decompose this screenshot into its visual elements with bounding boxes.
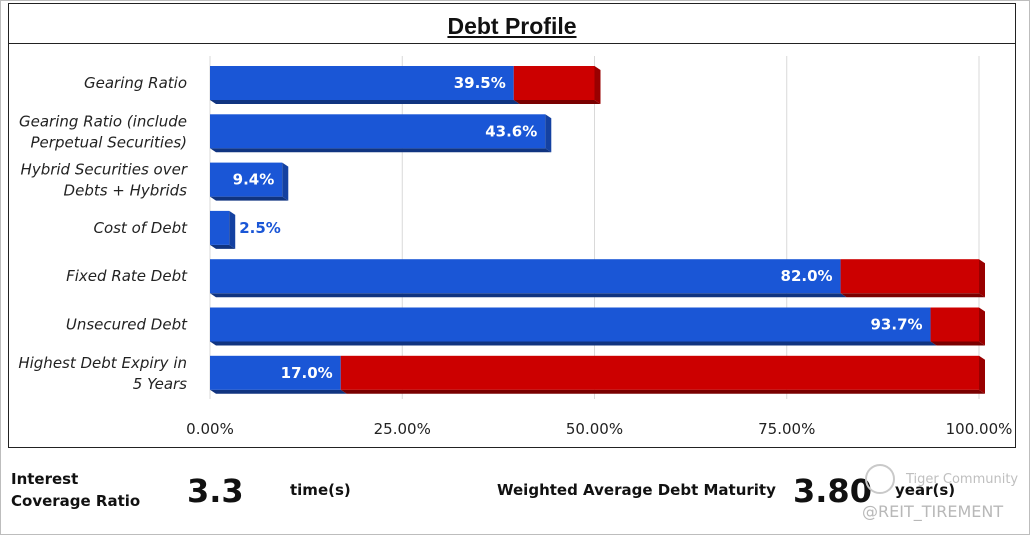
bar-depth-bottom — [210, 341, 937, 346]
data-label: 93.7% — [871, 316, 923, 334]
chart-area: 0.00% 25.00% 50.00% 75.00% 100.00% 39.5% Geari… — [8, 43, 1016, 448]
category-label: Gearing Ratio — [84, 74, 187, 92]
bar-depth-side — [979, 355, 985, 394]
chart-title: Debt Profile — [447, 13, 577, 39]
watermark-handle: @REIT_TIREMENT — [862, 502, 1004, 521]
bar-depth-side — [979, 307, 985, 346]
x-tick-label: 50.00% — [566, 420, 623, 438]
icr-label: Interest Coverage Ratio — [11, 468, 140, 512]
data-label: 9.4% — [233, 171, 275, 189]
title-box: Debt Profile — [8, 3, 1016, 44]
debt-profile-chart: 0.00% 25.00% 50.00% 75.00% 100.00% 39.5% Geari… — [18, 56, 1013, 438]
bar-depth-side — [282, 162, 289, 201]
x-tick-label: 25.00% — [374, 420, 431, 438]
bar-segment — [210, 210, 230, 245]
wadm-label: Weighted Average Debt Maturity — [497, 481, 776, 499]
icr-value: 3.3 — [187, 472, 244, 510]
wadm-unit: year(s) — [895, 481, 956, 499]
bar-segment — [210, 162, 283, 197]
bar-depth-bottom — [340, 389, 986, 394]
category-label: Gearing Ratio (include — [19, 112, 187, 130]
wadm-value: 3.80 — [793, 472, 872, 510]
bar-segment — [840, 259, 979, 294]
bar-segment — [930, 307, 979, 342]
category-label: Perpetual Securities) — [31, 133, 188, 151]
bar-depth-side — [979, 259, 985, 298]
data-label: 2.5% — [239, 219, 281, 237]
bar-segment — [210, 114, 546, 149]
category-label: Cost of Debt — [93, 219, 188, 237]
bar-depth-bottom — [210, 100, 520, 104]
bar-depth-bottom — [210, 293, 847, 298]
x-tick-label: 100.00% — [946, 420, 1013, 438]
bar-depth-side — [545, 114, 552, 153]
bar-depth-bottom — [210, 196, 289, 201]
footer: Interest Coverage Ratio 3.3 time(s) Weig… — [0, 450, 1032, 537]
icr-unit: time(s) — [290, 481, 351, 499]
category-label: Debts + Hybrids — [64, 182, 188, 200]
bar-segment — [210, 66, 514, 100]
bar-segment — [210, 307, 931, 342]
watermark-brand: Tiger Community — [906, 472, 1019, 487]
bar-depth-bottom — [840, 293, 985, 298]
bar-depth-side — [229, 210, 236, 249]
bar-segment — [513, 66, 595, 100]
bar-segment — [340, 355, 980, 390]
bar-segment — [210, 355, 341, 390]
category-label: 5 Years — [133, 375, 187, 393]
bar-depth-bottom — [210, 148, 552, 153]
bar-depth-side — [594, 66, 601, 104]
watermark: Tiger Community @REIT_TIREMENT — [862, 462, 1022, 528]
icr-label-line2: Coverage Ratio — [11, 492, 141, 510]
category-label: Highest Debt Expiry in — [18, 354, 187, 372]
data-label: 39.5% — [454, 74, 506, 92]
data-label: 17.0% — [281, 364, 333, 382]
data-label: 82.0% — [781, 267, 833, 285]
bar-depth-bottom — [930, 341, 985, 346]
data-label: 43.6% — [485, 122, 537, 140]
bar-segment — [210, 259, 841, 294]
category-label: Unsecured Debt — [66, 316, 188, 334]
x-tick-label: 75.00% — [758, 420, 815, 438]
icr-label-line1: Interest — [11, 470, 79, 488]
bar-depth-bottom — [210, 389, 347, 394]
tiger-logo-icon — [865, 464, 895, 494]
category-label: Fixed Rate Debt — [66, 267, 188, 285]
bar-depth-bottom — [513, 100, 601, 104]
x-tick-label: 0.00% — [186, 420, 234, 438]
category-label: Hybrid Securities over — [21, 161, 188, 179]
bar-depth-bottom — [210, 244, 236, 249]
